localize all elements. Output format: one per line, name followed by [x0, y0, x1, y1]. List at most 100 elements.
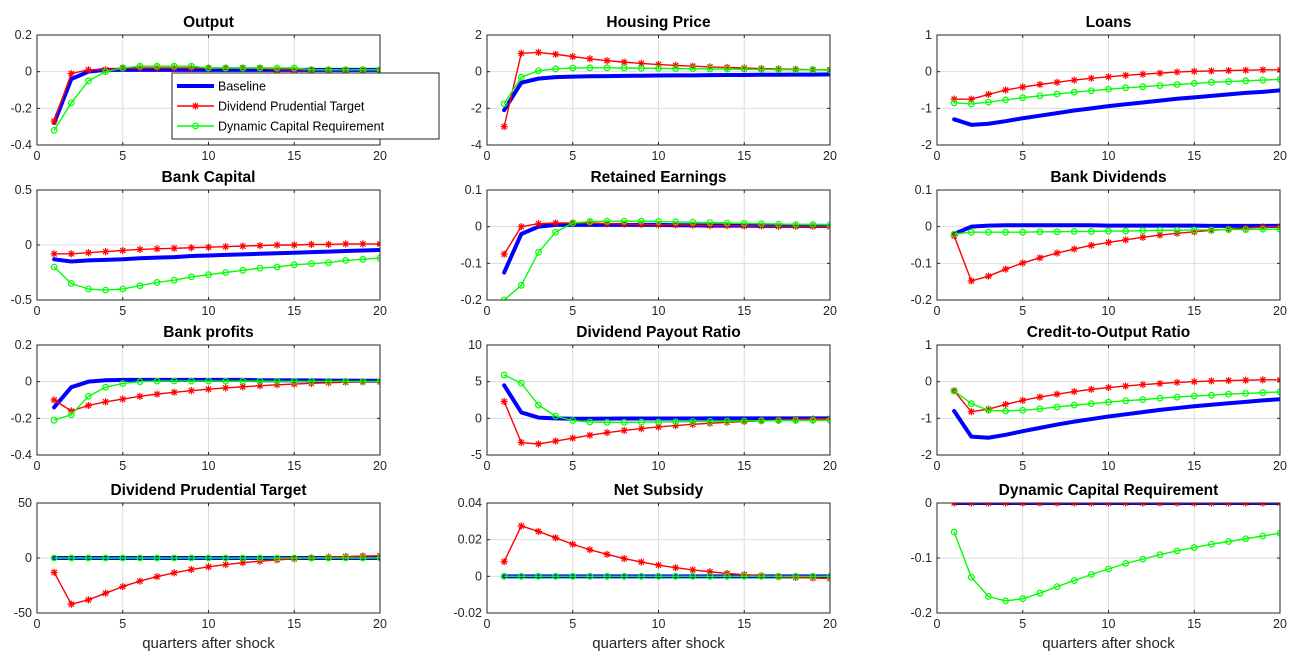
data-point-star: [1036, 503, 1044, 507]
data-point-circle: [102, 68, 109, 76]
data-point-star: [603, 550, 611, 558]
x-tick-label: 15: [737, 617, 751, 631]
data-point-star: [222, 243, 230, 251]
y-tick-label: 1: [925, 28, 932, 42]
data-point-circle: [1036, 92, 1044, 100]
x-tick-label: 5: [569, 617, 576, 631]
data-point-star: [637, 558, 645, 566]
data-point-circle: [153, 62, 161, 70]
data-point-circle: [85, 77, 92, 85]
x-tick-label: 0: [34, 149, 41, 163]
data-point-circle: [325, 377, 332, 385]
data-point-circle: [67, 411, 75, 419]
data-point-circle: [569, 64, 577, 72]
data-point-circle: [740, 572, 748, 580]
x-tick-label: 10: [652, 304, 666, 318]
data-point-star: [1242, 66, 1250, 74]
data-point-star: [1036, 254, 1044, 262]
data-point-circle: [273, 377, 281, 385]
data-point-star: [84, 249, 93, 257]
data-point-circle: [586, 64, 594, 72]
y-tick-label: -5: [471, 448, 482, 462]
data-point-star: [1276, 503, 1280, 507]
series-group: [50, 552, 380, 608]
data-point-circle: [1122, 397, 1130, 405]
data-point-circle: [102, 554, 109, 562]
data-point-star: [586, 431, 594, 439]
data-point-circle: [950, 528, 958, 536]
data-point-star: [517, 522, 525, 530]
y-tick-label: 0: [25, 65, 32, 79]
data-point-circle: [689, 572, 697, 580]
data-point-star: [170, 244, 178, 252]
panel-title: Housing Price: [606, 14, 711, 31]
data-point-circle: [655, 572, 662, 580]
data-point-star: [102, 248, 110, 256]
legend-marker-star: [191, 102, 200, 110]
data-point-circle: [1105, 398, 1112, 406]
series-group: [500, 371, 830, 448]
panel-title: Loans: [1086, 14, 1132, 31]
x-tick-label: 5: [1019, 304, 1026, 318]
data-point-circle: [1036, 589, 1044, 597]
data-point-star: [517, 438, 525, 447]
data-point-star: [1207, 67, 1215, 75]
data-point-circle: [119, 285, 127, 293]
data-point-circle: [1207, 78, 1215, 86]
panel-title: Dividend Payout Ratio: [576, 324, 741, 341]
data-point-circle: [1002, 407, 1009, 415]
y-tick-label: -2: [471, 101, 482, 115]
data-point-circle: [273, 263, 281, 271]
data-point-circle: [500, 296, 508, 300]
y-tick-label: -0.4: [10, 448, 32, 462]
data-point-star: [1002, 400, 1010, 408]
data-point-circle: [517, 379, 525, 387]
data-point-circle: [222, 269, 230, 276]
data-point-circle: [205, 271, 212, 279]
data-point-circle: [359, 554, 367, 562]
data-point-circle: [290, 261, 298, 269]
data-point-circle: [187, 377, 195, 385]
data-point-star: [1276, 222, 1280, 230]
data-point-star: [1053, 503, 1061, 507]
data-point-circle: [950, 230, 958, 238]
data-point-circle: [792, 417, 800, 424]
data-point-circle: [637, 418, 645, 426]
x-tick-label: 15: [737, 149, 751, 163]
data-point-circle: [222, 64, 230, 72]
data-point-circle: [119, 64, 127, 72]
data-point-star: [1019, 396, 1027, 404]
data-point-circle: [119, 554, 127, 562]
x-tick-label: 5: [119, 304, 126, 318]
data-point-star: [1019, 259, 1027, 267]
data-point-circle: [620, 418, 628, 426]
data-point-circle: [290, 64, 298, 72]
data-point-star: [1139, 503, 1147, 507]
legend-label-dividend-prudential-target: Dividend Prudential Target: [218, 100, 365, 114]
data-point-star: [1242, 376, 1250, 384]
data-point-star: [256, 241, 264, 250]
data-point-circle: [205, 64, 212, 72]
data-point-star: [500, 558, 508, 566]
data-point-circle: [535, 572, 542, 580]
data-point-circle: [620, 217, 628, 225]
data-point-star: [672, 564, 680, 572]
data-point-circle: [376, 554, 380, 562]
data-point-circle: [985, 98, 992, 106]
x-tick-label: 0: [934, 304, 941, 318]
data-point-circle: [517, 73, 525, 81]
x-tick-label: 10: [202, 149, 216, 163]
data-point-star: [534, 48, 543, 57]
data-point-circle: [655, 218, 662, 225]
x-tick-label: 20: [823, 617, 837, 631]
series-group: [500, 217, 830, 300]
data-point-circle: [603, 217, 611, 225]
data-point-circle: [1173, 393, 1181, 401]
data-point-circle: [1259, 389, 1267, 397]
data-point-circle: [1019, 406, 1027, 414]
panel-title: Retained Earnings: [590, 169, 726, 186]
y-tick-label: 0: [475, 220, 482, 234]
data-point-circle: [775, 417, 782, 425]
